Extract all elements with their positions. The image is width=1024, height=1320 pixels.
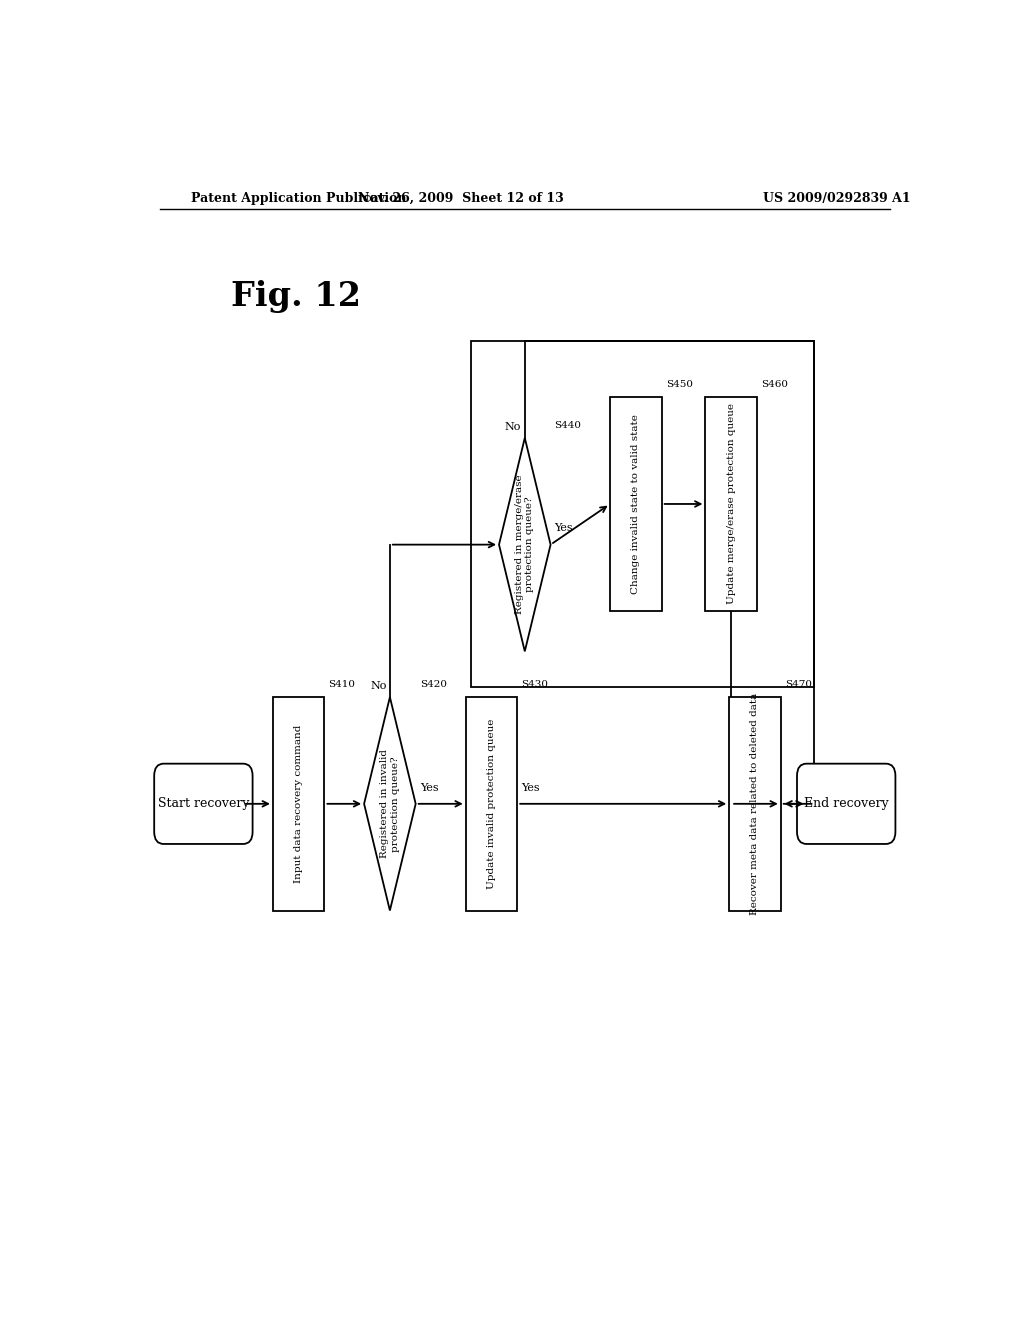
Text: Yes: Yes bbox=[555, 524, 573, 533]
Text: Nov. 26, 2009  Sheet 12 of 13: Nov. 26, 2009 Sheet 12 of 13 bbox=[358, 191, 564, 205]
Text: S430: S430 bbox=[521, 680, 548, 689]
Text: Input data recovery command: Input data recovery command bbox=[294, 725, 303, 883]
Text: S460: S460 bbox=[761, 380, 787, 389]
Text: S470: S470 bbox=[784, 680, 812, 689]
Bar bbox=[471, 342, 814, 686]
Polygon shape bbox=[499, 438, 551, 651]
Text: Yes: Yes bbox=[420, 783, 438, 792]
Bar bbox=[610, 397, 662, 611]
Polygon shape bbox=[365, 697, 416, 911]
Text: Recover meta data related to deleted data: Recover meta data related to deleted dat… bbox=[751, 693, 760, 915]
Bar bbox=[729, 697, 780, 911]
Bar bbox=[272, 697, 325, 911]
Text: Update invalid protection queue: Update invalid protection queue bbox=[487, 718, 496, 888]
Text: S410: S410 bbox=[329, 680, 355, 689]
Text: Registered in merge/erase
protection queue?: Registered in merge/erase protection que… bbox=[515, 475, 535, 614]
FancyBboxPatch shape bbox=[797, 764, 895, 843]
Text: Update merge/erase protection queue: Update merge/erase protection queue bbox=[727, 404, 735, 605]
Bar bbox=[706, 397, 757, 611]
Text: No: No bbox=[505, 422, 521, 432]
Text: Yes: Yes bbox=[521, 783, 540, 792]
Text: S440: S440 bbox=[555, 421, 582, 430]
Text: US 2009/0292839 A1: US 2009/0292839 A1 bbox=[763, 191, 910, 205]
FancyBboxPatch shape bbox=[155, 764, 253, 843]
Text: Fig. 12: Fig. 12 bbox=[231, 280, 361, 313]
Text: Registered in invalid
protection queue?: Registered in invalid protection queue? bbox=[380, 750, 399, 858]
Text: Start recovery: Start recovery bbox=[158, 797, 249, 810]
Bar bbox=[466, 697, 517, 911]
Text: S420: S420 bbox=[420, 680, 446, 689]
Text: Patent Application Publication: Patent Application Publication bbox=[191, 191, 407, 205]
Text: Change invalid state to valid state: Change invalid state to valid state bbox=[632, 414, 640, 594]
Text: No: No bbox=[370, 681, 386, 690]
Text: S450: S450 bbox=[666, 380, 692, 389]
Text: End recovery: End recovery bbox=[804, 797, 889, 810]
